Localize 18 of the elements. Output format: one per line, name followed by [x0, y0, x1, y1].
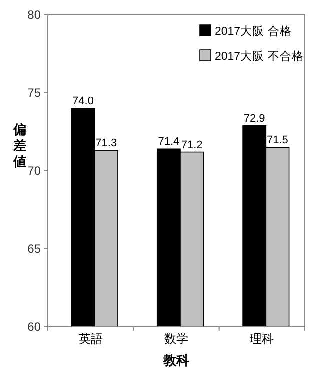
- x-axis-title: 教科: [162, 353, 190, 368]
- data-label: 71.4: [158, 136, 180, 148]
- y-tick-label: 80: [28, 8, 42, 22]
- x-tick-label: 英語: [78, 332, 103, 346]
- y-tick-label: 70: [28, 164, 42, 178]
- data-label: 71.3: [96, 138, 118, 150]
- y-axis-title: 偏差値: [12, 122, 26, 169]
- x-tick-label: 数学: [164, 332, 188, 346]
- y-tick-label: 60: [28, 320, 42, 334]
- data-label: 74.0: [72, 96, 94, 108]
- data-label: 71.2: [181, 139, 203, 152]
- x-tick-label: 理科: [250, 332, 274, 346]
- y-tick-label: 75: [28, 86, 42, 100]
- legend-label: 2017大阪 合格: [215, 25, 292, 38]
- legend-label: 2017大阪 不合格: [215, 50, 304, 63]
- y-tick-label: 65: [28, 242, 42, 256]
- data-label: 71.5: [267, 134, 288, 147]
- data-label: 72.9: [244, 112, 266, 125]
